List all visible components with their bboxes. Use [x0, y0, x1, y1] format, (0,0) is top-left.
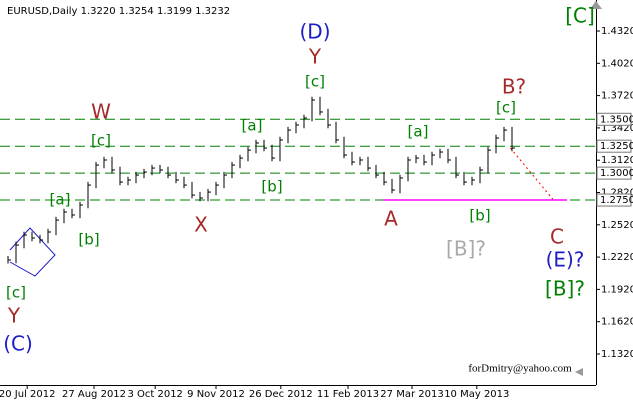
y-tick-label: 1.1320	[601, 349, 633, 360]
wave-label: Y	[7, 304, 21, 328]
level-label-box	[596, 112, 632, 126]
wave-label: [B]?	[545, 277, 585, 301]
x-tick-label: 10 May 2013	[444, 389, 509, 400]
projection-line	[510, 147, 554, 200]
y-tick-label: 1.1620	[601, 317, 633, 328]
wave-label: A	[384, 207, 398, 231]
wave-label: [b]	[78, 231, 99, 249]
watermark: forDmitry@yahoo.com	[468, 363, 572, 375]
x-tick-label: 27 Mar 2013	[380, 389, 443, 400]
wave-label: B?	[502, 75, 526, 99]
y-tick-label: 1.1920	[601, 284, 633, 295]
scroll-marker	[575, 368, 583, 376]
y-tick-label: 1.2820	[601, 188, 633, 199]
wave-label: [B]?	[446, 237, 486, 261]
y-tick-label: 1.3420	[601, 123, 633, 134]
level-label-box	[596, 139, 632, 153]
wave-label: (C)	[3, 332, 33, 356]
level-label: 1.3000	[600, 168, 633, 179]
wave-label: [a]	[408, 123, 429, 141]
y-tick-label: 1.4320	[601, 26, 633, 37]
wave-label: [c]	[91, 132, 111, 150]
wave-label: C	[550, 225, 564, 249]
x-tick-label: 20 Jul 2012	[0, 389, 56, 400]
x-tick-label: 3 Oct 2012	[127, 389, 182, 400]
level-label: 1.3500	[600, 114, 633, 125]
y-tick-label: 1.4020	[601, 58, 633, 69]
x-tick-label: 26 Dec 2012	[249, 389, 313, 400]
x-tick-label: 27 Aug 2012	[62, 389, 126, 400]
x-tick-label: 11 Feb 2013	[317, 389, 379, 400]
x-tick-label: 9 Nov 2012	[187, 389, 245, 400]
chart-title: EURUSD,Daily 1.3220 1.3254 1.3199 1.3232	[7, 6, 230, 17]
wave-label: X	[194, 213, 208, 237]
wave-label: [c]	[496, 99, 516, 117]
wave-label: [c]	[305, 73, 325, 91]
level-label: 1.3250	[600, 141, 633, 152]
wave-label: Y	[308, 45, 322, 69]
y-tick-label: 1.3120	[601, 155, 633, 166]
y-tick-label: 1.3720	[601, 91, 633, 102]
wave-label: [a]	[50, 191, 71, 209]
wave-label: W	[91, 100, 111, 124]
wave-label: (E)?	[546, 248, 585, 272]
wave-label: [b]	[261, 178, 282, 196]
level-label: 1.2750	[600, 195, 633, 206]
level-label-box	[596, 166, 632, 180]
level-label-box	[596, 193, 632, 207]
y-tick-label: 1.2220	[601, 252, 633, 263]
wave-label: [a]	[242, 117, 263, 135]
wave-label: [b]	[469, 207, 490, 225]
wave-label: (D)	[299, 20, 330, 44]
wave-label: [c]	[6, 284, 26, 302]
y-tick-label: 1.2520	[601, 220, 633, 231]
wave-label: [C]	[565, 4, 595, 28]
channel	[9, 227, 56, 277]
shift-marker	[590, 1, 602, 9]
